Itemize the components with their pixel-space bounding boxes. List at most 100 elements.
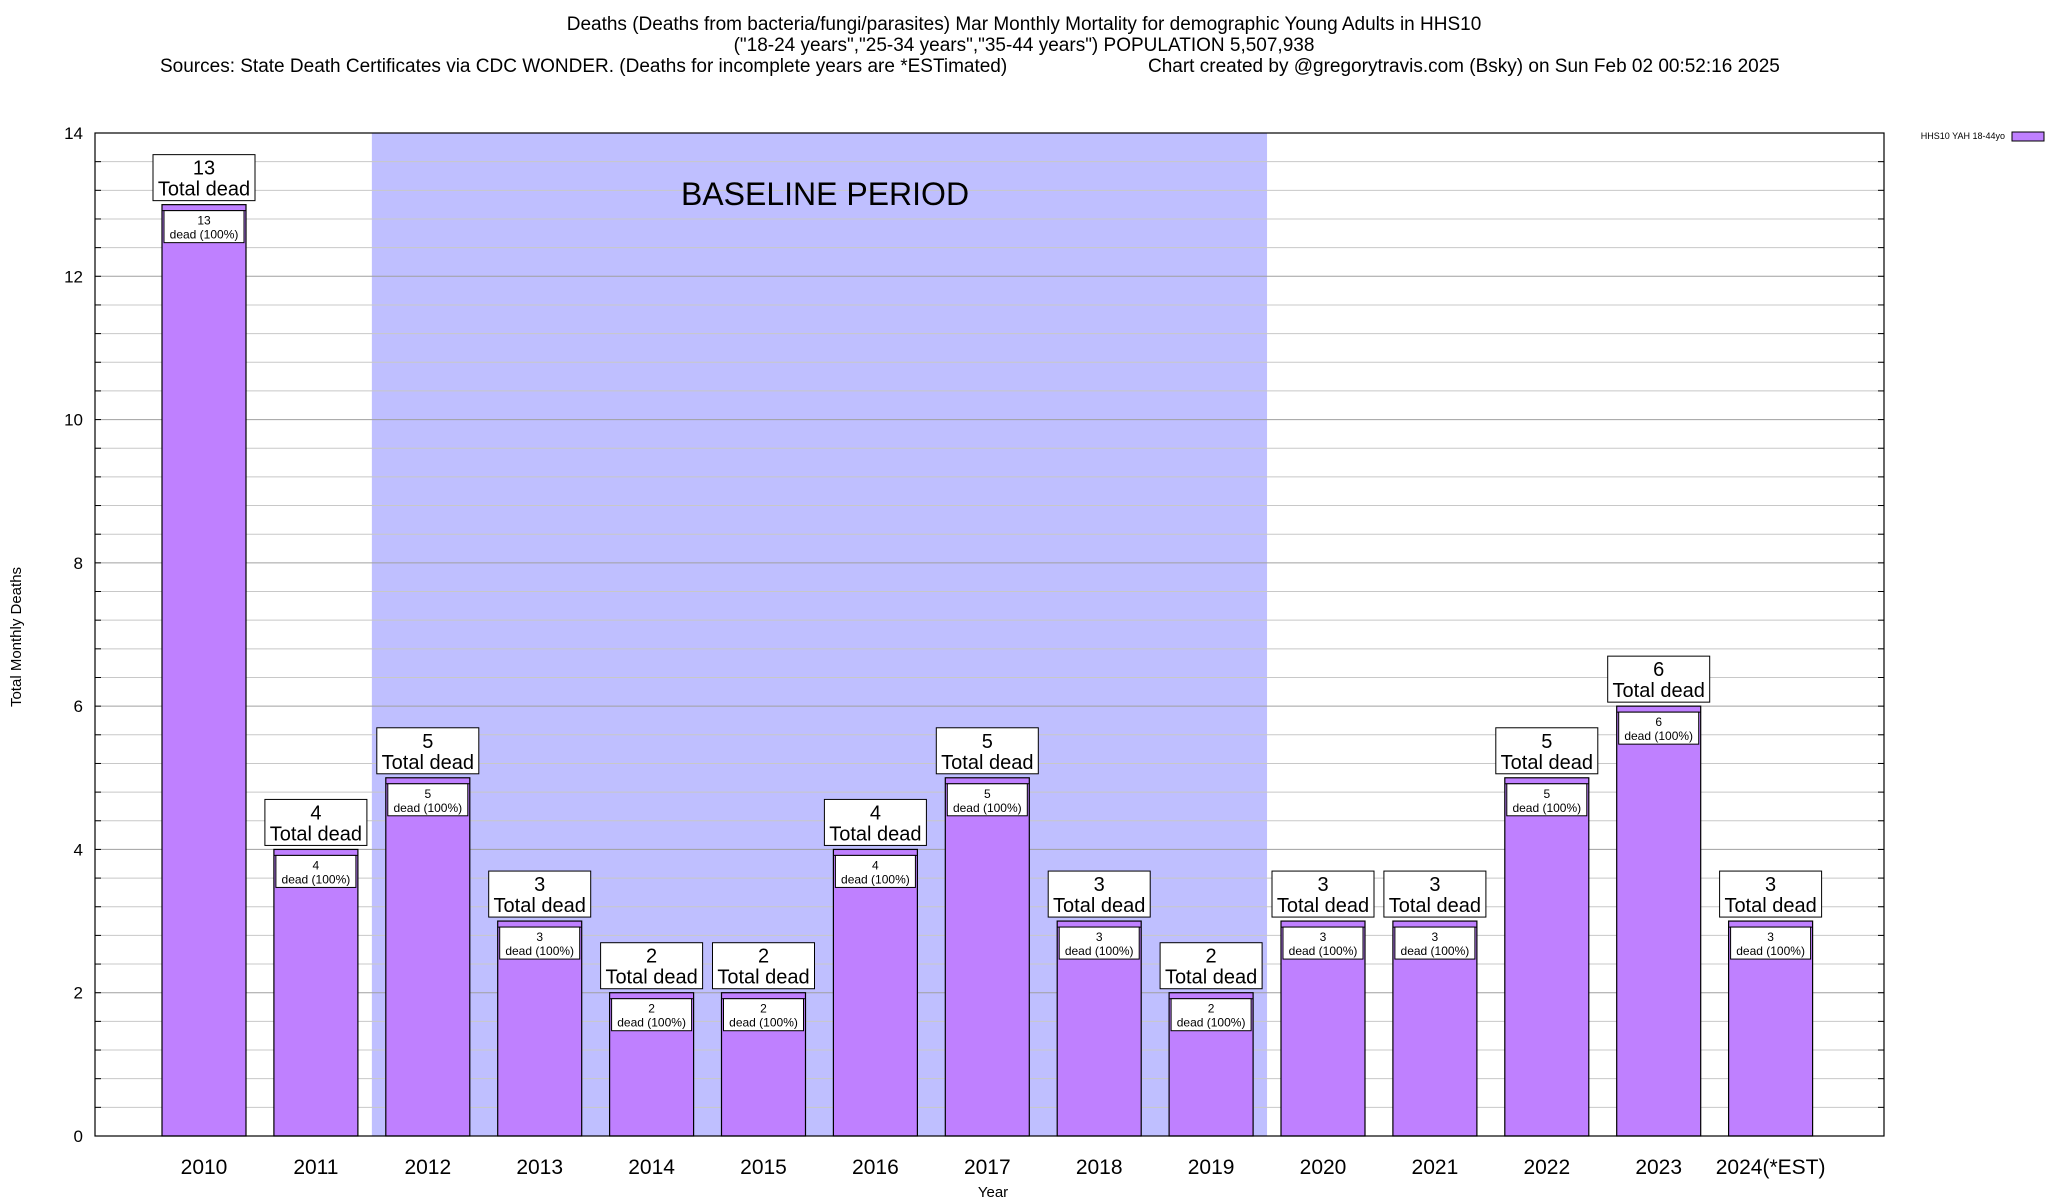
inner-label-value: 3 [536,930,543,944]
inner-label-box [611,998,693,1032]
inner-label-text: dead (100%) [1401,944,1470,958]
y-tick-label: 10 [64,411,83,430]
x-tick-label: 2013 [516,1156,563,1179]
top-label-value: 6 [1653,659,1664,681]
top-label-text: Total dead [1165,967,1257,989]
inner-label-value: 3 [1096,930,1103,944]
legend: HHS10 YAH 18-44yo [1921,131,2045,142]
inner-label-box [499,926,581,960]
top-label-value: 2 [758,946,769,968]
inner-label-text: dead (100%) [841,872,910,886]
inner-label-box [387,783,469,817]
top-label-text: Total dead [1724,895,1816,917]
inner-label-box [275,854,357,888]
inner-label-value: 2 [648,1002,655,1016]
top-label-text: Total dead [1389,895,1481,917]
top-label-text: Total dead [1053,895,1145,917]
title-sources: Sources: State Death Certificates via CD… [160,56,1008,77]
inner-label-text: dead (100%) [170,228,239,242]
top-label-value: 4 [870,802,881,824]
inner-label-text: dead (100%) [953,801,1022,815]
top-label-text: Total dead [717,967,809,989]
top-label-box [1607,655,1711,703]
inner-label-value: 2 [1208,1002,1215,1016]
x-tick-label: 2015 [740,1156,787,1179]
baseline-period-label: BASELINE PERIOD [681,176,969,212]
inner-label-box [163,210,245,244]
inner-label-value: 5 [984,787,991,801]
bar [273,848,359,1137]
plot-border [94,132,1885,1137]
inner-label-box [1170,998,1252,1032]
x-tick-label: 2023 [1635,1156,1682,1179]
top-label-value: 5 [422,731,433,753]
top-label-text: Total dead [605,967,697,989]
inner-label-box [1730,926,1812,960]
top-label-box [1159,942,1263,990]
top-label-value: 3 [1094,874,1105,896]
inner-label-text: dead (100%) [505,944,574,958]
top-label-value: 13 [193,158,215,180]
top-label-text: Total dead [158,179,250,201]
y-tick-label: 14 [64,124,83,143]
top-label-box [1495,727,1599,775]
top-label-box [1271,870,1375,918]
bar [385,777,471,1137]
top-label-value: 3 [534,874,545,896]
inner-label-text: dead (100%) [1624,729,1693,743]
bar [1504,777,1590,1137]
x-tick-label: 2010 [181,1156,228,1179]
inner-label-value: 4 [872,858,879,872]
x-tick-label: 2020 [1300,1156,1347,1179]
legend-label: HHS10 YAH 18-44yo [1921,131,2005,141]
bar [1616,705,1702,1137]
inner-label-value: 6 [1655,715,1662,729]
inner-label-box [1058,926,1140,960]
top-label-value: 5 [982,731,993,753]
top-label-box [376,727,480,775]
top-label-value: 5 [1541,731,1552,753]
x-tick-label: 2014 [628,1156,675,1179]
inner-label-text: dead (100%) [1177,1016,1246,1030]
y-tick-label: 12 [64,267,83,286]
inner-label-box [946,783,1028,817]
y-tick-label: 6 [74,697,83,716]
bar [944,777,1030,1137]
inner-label-box [1618,711,1700,745]
top-label-box [935,727,1039,775]
title-line-2: ("18-24 years","25-34 years","35-44 year… [733,35,1315,56]
inner-label-box [723,998,804,1032]
x-tick-label: 2012 [404,1156,451,1179]
x-tick-label: 2018 [1076,1156,1123,1179]
x-tick-label: 2024(*EST) [1716,1156,1826,1179]
legend-swatch [2011,131,2045,142]
inner-label-box [834,854,916,888]
inner-label-value: 3 [1767,930,1774,944]
title-credit: Chart created by @gregorytravis.com (Bsk… [1148,56,1780,77]
top-label-value: 3 [1765,874,1776,896]
inner-label-value: 5 [424,787,431,801]
x-tick-label: 2017 [964,1156,1011,1179]
top-label-value: 3 [1317,874,1328,896]
top-label-box [712,942,815,990]
y-tick-label: 2 [74,984,83,1003]
top-label-text: Total dead [1501,752,1593,774]
inner-label-box [1394,926,1476,960]
inner-label-text: dead (100%) [1289,944,1358,958]
inner-label-text: dead (100%) [1512,801,1581,815]
top-label-value: 3 [1429,874,1440,896]
bars [161,204,1814,1137]
top-label-text: Total dead [941,752,1033,774]
bar [832,848,919,1137]
inner-label-value: 2 [760,1002,767,1016]
inner-label-text: dead (100%) [729,1016,798,1030]
inner-label-box [1506,783,1588,817]
x-tick-label: 2019 [1188,1156,1235,1179]
top-label-text: Total dead [1613,680,1705,702]
top-label-value: 4 [310,802,321,824]
top-label-box [823,798,927,846]
top-label-text: Total dead [1277,895,1369,917]
top-label-box [488,870,592,918]
